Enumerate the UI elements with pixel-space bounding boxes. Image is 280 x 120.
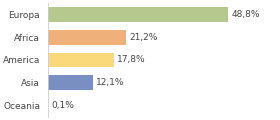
Bar (48, 75, 93, 90)
Bar (48, 53, 114, 67)
Text: 17,8%: 17,8% (117, 55, 145, 64)
Text: 48,8%: 48,8% (231, 10, 260, 19)
Text: 12,1%: 12,1% (95, 78, 124, 87)
Bar (48, 7, 228, 22)
Text: 21,2%: 21,2% (129, 33, 158, 42)
Bar (48, 30, 126, 45)
Text: 0,1%: 0,1% (51, 101, 74, 110)
